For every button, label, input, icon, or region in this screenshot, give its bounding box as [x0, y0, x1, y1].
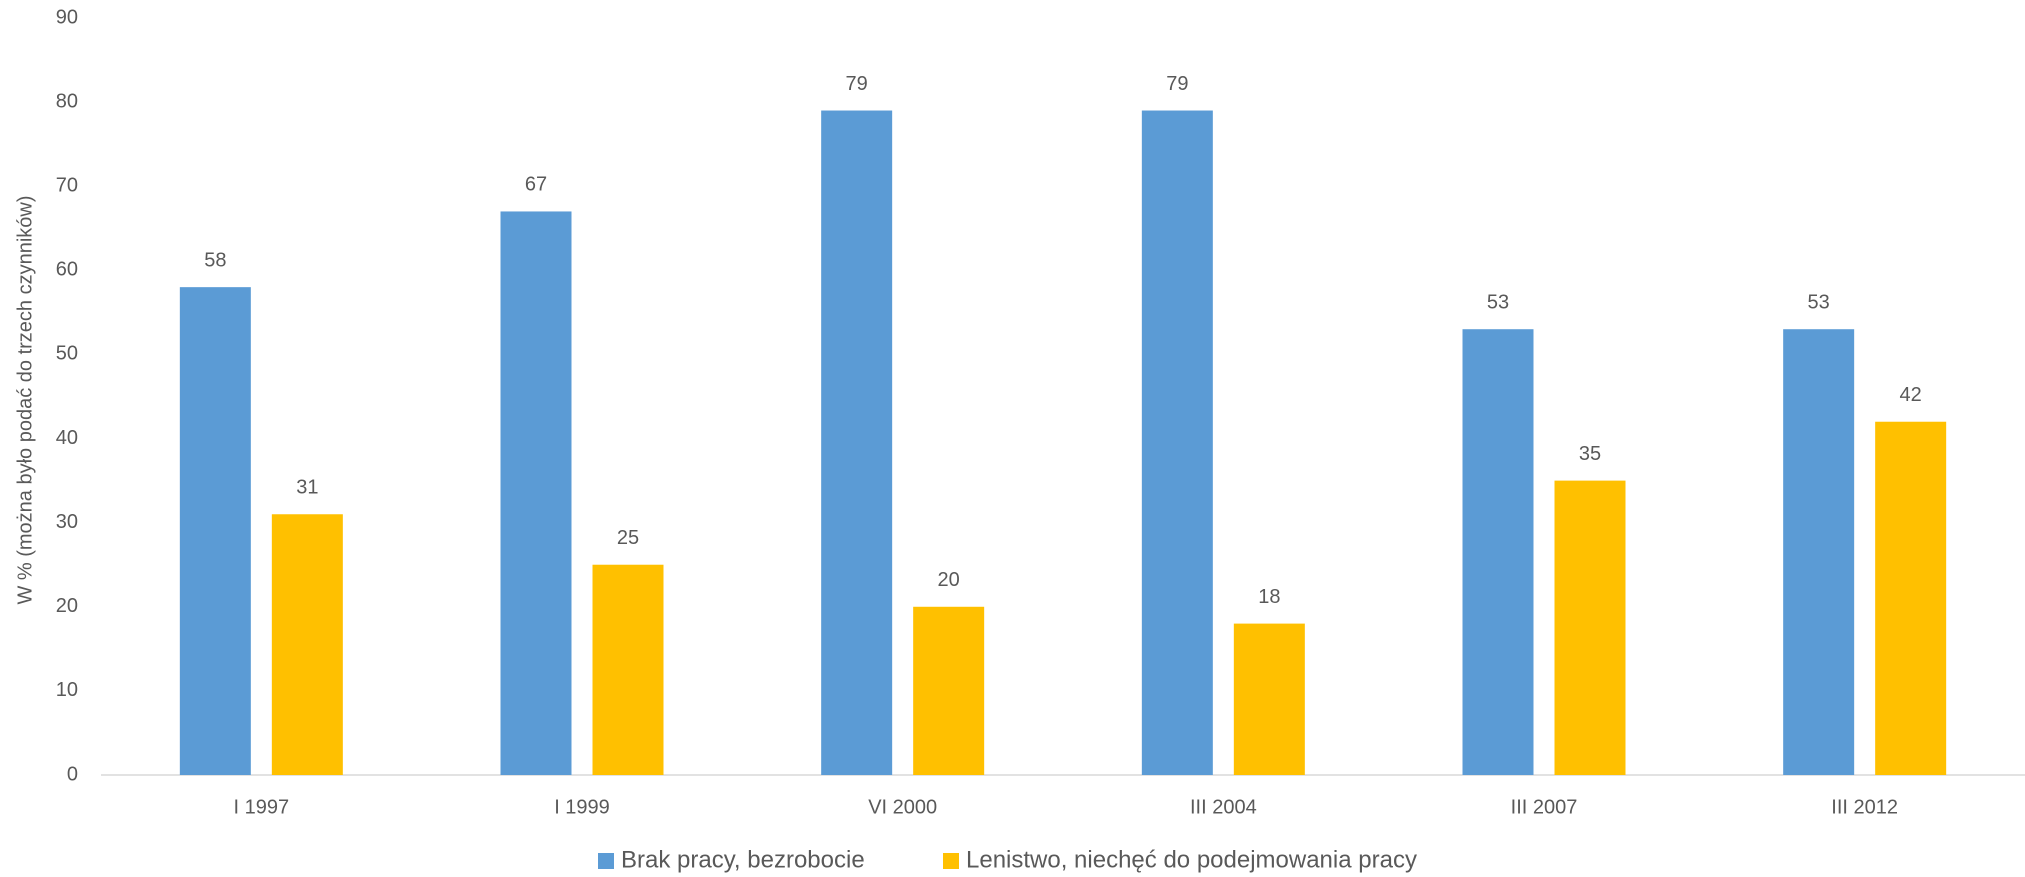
bar: [1233, 623, 1305, 775]
data-label: 67: [525, 174, 547, 196]
bar: [1141, 110, 1213, 776]
x-tick-label: I 1997: [234, 796, 290, 818]
data-label: 58: [204, 249, 226, 271]
y-tick-label: 0: [67, 763, 78, 785]
bar: [821, 110, 893, 776]
y-axis-label: W % (można było podać do trzech czynnikó…: [14, 195, 36, 604]
y-tick-label: 90: [56, 6, 78, 28]
bar: [271, 514, 343, 775]
data-label: 42: [1900, 384, 1922, 406]
x-tick-label: III 2012: [1831, 796, 1898, 818]
data-label: 53: [1487, 291, 1509, 313]
data-label: 35: [1579, 443, 1601, 465]
y-tick-label: 40: [56, 427, 78, 449]
bar: [592, 564, 664, 775]
bar: [1462, 329, 1534, 775]
bar: [1554, 480, 1626, 775]
bar: [500, 211, 572, 775]
y-tick-label: 30: [56, 511, 78, 533]
y-tick-label: 20: [56, 595, 78, 617]
data-label: 79: [1166, 73, 1188, 95]
data-label: 53: [1808, 291, 1830, 313]
x-tick-label: III 2004: [1190, 796, 1257, 818]
data-label: 25: [617, 527, 639, 549]
legend-swatch: [598, 853, 614, 869]
y-tick-label: 10: [56, 679, 78, 701]
data-label: 20: [938, 569, 960, 591]
y-tick-label: 70: [56, 175, 78, 197]
data-label: 31: [296, 477, 318, 499]
bar: [1783, 329, 1855, 775]
y-tick-label: 50: [56, 343, 78, 365]
x-tick-label: I 1999: [554, 796, 610, 818]
y-tick-label: 60: [56, 259, 78, 281]
x-tick-label: VI 2000: [868, 796, 937, 818]
bar: [1875, 421, 1947, 775]
x-tick-label: III 2007: [1511, 796, 1578, 818]
legend-label: Brak pracy, bezrobocie: [621, 846, 865, 873]
legend-swatch: [943, 853, 959, 869]
data-label: 18: [1258, 586, 1280, 608]
y-tick-label: 80: [56, 90, 78, 112]
legend-label: Lenistwo, niechęć do podejmowania pracy: [966, 846, 1417, 873]
data-label: 79: [846, 73, 868, 95]
bar: [179, 287, 251, 775]
bar: [913, 606, 985, 775]
